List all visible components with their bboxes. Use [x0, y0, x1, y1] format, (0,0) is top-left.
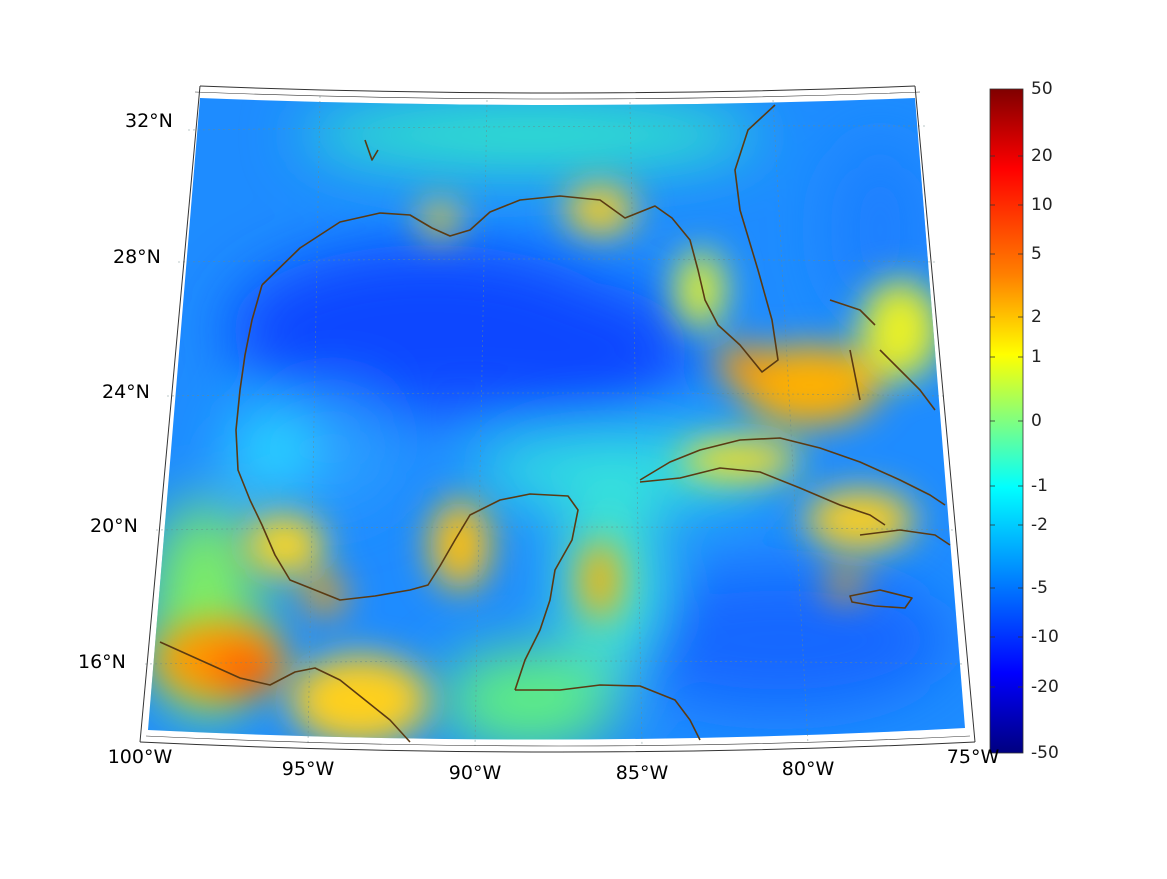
coastlines: [159, 104, 951, 743]
lon-label-80w: 80°W: [781, 758, 835, 780]
lon-label-100w: 100°W: [107, 746, 173, 768]
colorbar-label: -10: [1031, 627, 1059, 647]
gulf-low-east: [430, 280, 690, 420]
colorbar-label: -1: [1031, 476, 1048, 496]
parallel-24: [166, 392, 946, 397]
orange-jamaica: [825, 571, 865, 599]
parallel-20: [155, 526, 956, 531]
red-mexico-core: [210, 648, 280, 692]
lon-label-75w: 75°W: [946, 746, 1000, 768]
mexico-coast: [235, 284, 579, 691]
orange-keys: [715, 345, 775, 385]
yellow-atlantic: [860, 280, 940, 380]
yellow-tampico: [245, 515, 325, 575]
atlantic-mid: [830, 140, 930, 320]
yellow-hispaniola: [805, 490, 915, 550]
frame-top-inner: [194, 91, 921, 100]
colorbar-label: 1: [1031, 347, 1042, 367]
yellow-campeche: [430, 500, 490, 590]
lat-label-20: 20°N: [90, 515, 138, 537]
data-field: [148, 98, 965, 740]
jamaica: [849, 589, 913, 609]
hispaniola: [859, 529, 951, 546]
lat-label-16: 16°N: [78, 651, 126, 673]
yellow-florida: [675, 250, 725, 330]
lon-label-90w: 90°W: [448, 762, 502, 784]
frame-bottom-inner: [145, 735, 971, 747]
parallel-28: [177, 258, 936, 263]
colorbar-label: -5: [1031, 578, 1048, 598]
colorbar-ticks: [990, 155, 1023, 688]
cuba-north: [639, 437, 946, 506]
cuba-south: [639, 467, 886, 526]
frame-left: [139, 85, 201, 743]
colorbar-label: 5: [1031, 244, 1042, 264]
colorbar-label: 20: [1031, 146, 1053, 166]
frame-right: [914, 85, 976, 743]
orange-channel: [580, 540, 620, 620]
veracruz-cyan: [230, 410, 310, 490]
meridian-85: [629, 101, 643, 747]
lat-label-32: 32°N: [125, 110, 173, 132]
honduras-green: [440, 650, 620, 740]
bahamas: [829, 299, 936, 411]
lat-label-24: 24°N: [102, 381, 150, 403]
us-gulf-coast: [261, 104, 779, 373]
colorbar-label: 10: [1031, 195, 1053, 215]
river-mississippi: [364, 139, 379, 161]
parallel-32: [187, 125, 926, 131]
honduras-coast: [515, 684, 701, 741]
orange-coast: [305, 575, 345, 615]
yellow-guatemala: [290, 655, 430, 740]
lat-label-28: 28°N: [113, 246, 161, 268]
lon-label-95w: 95°W: [281, 758, 335, 780]
meridian-95: [307, 95, 321, 745]
colorbar-label: 0: [1031, 411, 1042, 431]
yellow-panhandle: [565, 185, 635, 235]
colorbar-label: 50: [1031, 79, 1053, 99]
frame-top: [199, 85, 916, 94]
pacific-coast: [159, 641, 411, 743]
lon-label-85w: 85°W: [615, 762, 669, 784]
graticule: [144, 95, 966, 747]
caribbean-low: [610, 570, 950, 710]
colorbar-label: -20: [1031, 677, 1059, 697]
colorbar: [989, 88, 1024, 754]
yellow-louisiana: [420, 202, 460, 238]
colorbar-gradient: [989, 88, 1024, 754]
north-band: [300, 100, 760, 170]
frame-bottom: [139, 741, 976, 753]
colorbar-label: -50: [1031, 743, 1059, 763]
colorbar-label: -2: [1031, 515, 1048, 535]
map-frame: [139, 85, 976, 753]
colorbar-label: 2: [1031, 307, 1042, 327]
